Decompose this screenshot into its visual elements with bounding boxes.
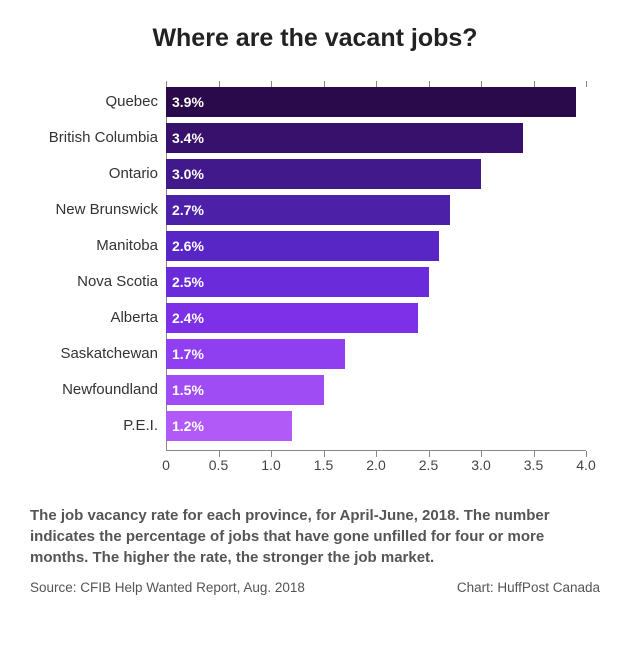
bar-value-label: 1.2% <box>172 418 204 434</box>
x-tick-label: 0 <box>162 457 170 473</box>
bar-value-label: 3.4% <box>172 130 204 146</box>
chart-area: 00.51.01.52.02.53.03.54.0Quebec3.9%Briti… <box>166 81 586 481</box>
category-label: Quebec <box>105 93 158 110</box>
bar: 1.5% <box>166 375 324 405</box>
x-tick-top <box>586 81 587 87</box>
category-label: Newfoundland <box>62 381 158 398</box>
bar-value-label: 2.6% <box>172 238 204 254</box>
bar: 3.0% <box>166 159 481 189</box>
bar-value-label: 1.5% <box>172 382 204 398</box>
chart-description: The job vacancy rate for each province, … <box>30 505 600 568</box>
bar: 2.4% <box>166 303 418 333</box>
category-label: P.E.I. <box>123 417 158 434</box>
source-text: Source: CFIB Help Wanted Report, Aug. 20… <box>30 580 305 595</box>
bar-value-label: 3.0% <box>172 166 204 182</box>
bar: 2.5% <box>166 267 429 297</box>
x-tick-label: 4.0 <box>576 457 595 473</box>
x-tick-label: 0.5 <box>209 457 228 473</box>
x-tick-label: 3.5 <box>524 457 543 473</box>
x-tick-label: 1.0 <box>261 457 280 473</box>
bar: 3.9% <box>166 87 576 117</box>
chart-title: Where are the vacant jobs? <box>30 24 600 53</box>
category-label: New Brunswick <box>55 201 158 218</box>
category-label: Alberta <box>110 309 158 326</box>
category-label: Ontario <box>109 165 158 182</box>
x-tick-label: 2.0 <box>366 457 385 473</box>
bar: 1.7% <box>166 339 345 369</box>
bar-value-label: 2.5% <box>172 274 204 290</box>
category-label: Manitoba <box>96 237 158 254</box>
bar-value-label: 3.9% <box>172 94 204 110</box>
category-label: British Columbia <box>49 129 158 146</box>
bar-value-label: 2.4% <box>172 310 204 326</box>
category-label: Saskatchewan <box>60 345 158 362</box>
x-tick-label: 2.5 <box>419 457 438 473</box>
bar: 1.2% <box>166 411 292 441</box>
x-tick-label: 1.5 <box>314 457 333 473</box>
x-tick-label: 3.0 <box>471 457 490 473</box>
bar: 2.7% <box>166 195 450 225</box>
bar: 2.6% <box>166 231 439 261</box>
bar: 3.4% <box>166 123 523 153</box>
bar-value-label: 1.7% <box>172 346 204 362</box>
category-label: Nova Scotia <box>77 273 158 290</box>
bar-value-label: 2.7% <box>172 202 204 218</box>
credit-text: Chart: HuffPost Canada <box>457 580 600 595</box>
chart-footer: Source: CFIB Help Wanted Report, Aug. 20… <box>30 580 600 595</box>
